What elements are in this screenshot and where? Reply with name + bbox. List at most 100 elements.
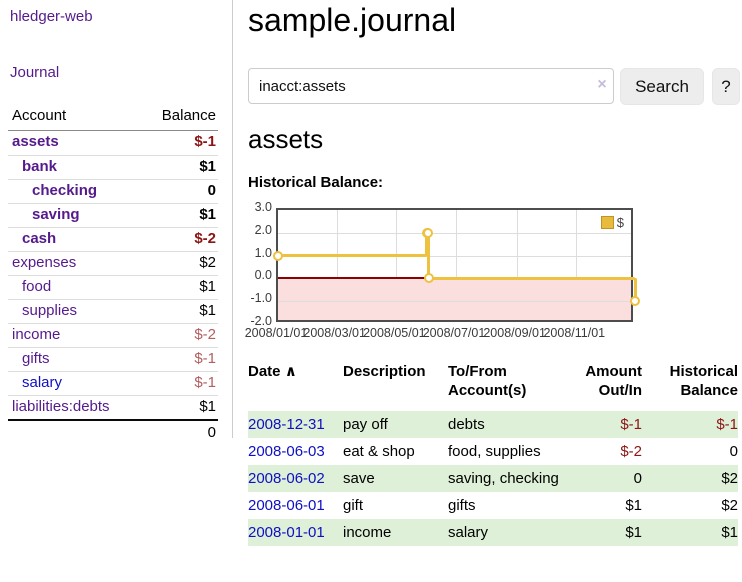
legend-swatch-icon	[600, 216, 614, 229]
account-link[interactable]: checking	[32, 182, 98, 199]
y-axis-tick-label: 3.0	[254, 200, 272, 214]
accounts-rows: assets $-1 bank $1 checking 0 saving $1 cash $-2 e…	[8, 131, 218, 419]
account-link[interactable]: food	[22, 278, 52, 295]
y-axis-tick-label: 1.0	[254, 245, 272, 260]
register-cell-accounts: gifts	[448, 497, 476, 514]
register-cell-date[interactable]: 2008-06-03	[248, 438, 343, 465]
register-cell-description: gift	[343, 497, 364, 514]
account-link[interactable]: expenses	[12, 254, 77, 271]
account-link[interactable]: saving	[32, 206, 80, 223]
series-line-segment	[633, 278, 637, 302]
y-axis-tick-label: 0.0	[254, 268, 272, 283]
register-cell-description: income	[343, 524, 392, 541]
x-axis-tick-label: 2008/05/01	[363, 326, 426, 340]
register-cell-date[interactable]: 2008-01-01	[248, 519, 343, 546]
account-row: supplies $1	[8, 299, 218, 323]
register-header-accounts: To/From Account(s)	[448, 363, 527, 399]
account-balance: $1	[199, 302, 216, 319]
register-cell-amount: $-1	[620, 416, 642, 433]
register-cell-description: pay off	[343, 416, 388, 433]
accounts-header-account: Account	[12, 107, 67, 124]
account-link[interactable]: income	[12, 326, 61, 343]
register-row: 2008-12-31 pay off debts $-1 $-1	[248, 411, 738, 438]
account-balance: 0	[207, 182, 216, 199]
account-balance: $1	[199, 206, 216, 223]
gridline	[278, 255, 631, 257]
account-balance: $-1	[194, 374, 216, 391]
gridline	[396, 210, 398, 320]
help-button[interactable]: ?	[712, 68, 740, 105]
account-link[interactable]: gifts	[22, 350, 50, 367]
sidebar-item-journal[interactable]: Journal	[10, 64, 60, 81]
register-row: 2008-06-02 save saving, checking 0 $2	[248, 465, 738, 492]
account-link[interactable]: supplies	[22, 302, 78, 319]
brand-link[interactable]: hledger-web	[10, 8, 93, 25]
register-cell-accounts: food, supplies	[448, 443, 541, 460]
account-link[interactable]: salary	[22, 374, 63, 391]
date-link[interactable]: 2008-01-01	[248, 524, 325, 541]
chart-plot-area: $	[273, 208, 640, 322]
search-button[interactable]: Search	[620, 68, 704, 105]
search-input[interactable]	[248, 68, 614, 104]
chart-negative-region	[278, 278, 631, 320]
x-axis-tick-label: 2008/01/01	[244, 326, 308, 340]
sidebar-divider	[232, 0, 233, 438]
y-axis-tick-label: 2.0	[254, 222, 272, 237]
account-balance: $1	[199, 158, 216, 175]
register-cell-date[interactable]: 2008-06-01	[248, 492, 343, 519]
gridline	[456, 210, 457, 320]
historical-balance-chart: $ 3.0 2.0 1.0 0.0 -1.0 -2.0 2008/01/01 2008/03/…	[240, 200, 710, 350]
account-balance: $-1	[194, 350, 216, 367]
register-cell-amount: 0	[633, 470, 642, 487]
register-header-amount: Amount Out/In	[585, 363, 642, 399]
account-link[interactable]: assets	[12, 133, 59, 150]
register-cell-amount: $1	[625, 497, 642, 514]
gridline	[516, 210, 518, 320]
register-cell-date[interactable]: 2008-06-02	[248, 465, 343, 492]
account-row: bank $1	[8, 155, 218, 179]
data-point-marker	[273, 250, 283, 261]
data-point-marker	[423, 273, 434, 284]
date-link[interactable]: 2008-06-02	[248, 470, 325, 487]
account-row: salary $-1	[8, 371, 218, 395]
x-axis-tick-label: 2008/11/01	[543, 326, 606, 340]
data-point-marker	[630, 296, 640, 307]
register-row: 2008-01-01 income salary $1 $1	[248, 519, 738, 546]
account-balance: $2	[199, 254, 216, 271]
register-cell-description: eat & shop	[343, 443, 415, 460]
accounts-total-value: 0	[207, 424, 216, 441]
register-header-date: Date ∧	[248, 363, 297, 380]
register-cell-accounts: debts	[448, 416, 485, 433]
register-row: 2008-06-01 gift gifts $1 $2	[248, 492, 738, 519]
date-link[interactable]: 2008-12-31	[248, 416, 325, 433]
account-row: checking 0	[8, 179, 218, 203]
data-point-marker	[422, 227, 433, 238]
account-link[interactable]: bank	[22, 158, 58, 175]
register-header-description: Description	[343, 363, 426, 380]
account-link[interactable]: liabilities:debts	[12, 398, 110, 415]
x-axis-tick-label: 2008/09/01	[483, 326, 546, 340]
register-cell-amount: $-2	[620, 443, 642, 460]
register-header-balance: Historical Balance	[669, 363, 738, 399]
y-axis-tick-label: -1.0	[250, 291, 272, 306]
x-axis-tick-label: 2008/07/01	[422, 326, 486, 340]
gridline	[576, 210, 578, 320]
account-row: food $1	[8, 275, 218, 299]
account-row: liabilities:debts $1	[8, 395, 218, 419]
register-cell-date[interactable]: 2008-12-31	[248, 411, 343, 438]
y-axis-tick-label: -2.0	[250, 314, 272, 328]
chart-legend: $	[598, 214, 626, 231]
account-link[interactable]: cash	[22, 230, 57, 247]
series-line-segment	[427, 232, 431, 279]
date-link[interactable]: 2008-06-03	[248, 443, 325, 460]
x-axis-tick-label: 2008/03/01	[303, 326, 366, 340]
account-row: assets $-1	[8, 131, 218, 155]
accounts-total-row: 0	[8, 419, 218, 444]
series-line-segment	[278, 254, 427, 258]
series-line-segment	[425, 232, 429, 256]
clear-search-icon[interactable]: ×	[597, 76, 607, 93]
accounts-header-balance: Balance	[161, 107, 216, 124]
date-link[interactable]: 2008-06-01	[248, 497, 325, 514]
account-balance: $-2	[194, 230, 216, 247]
